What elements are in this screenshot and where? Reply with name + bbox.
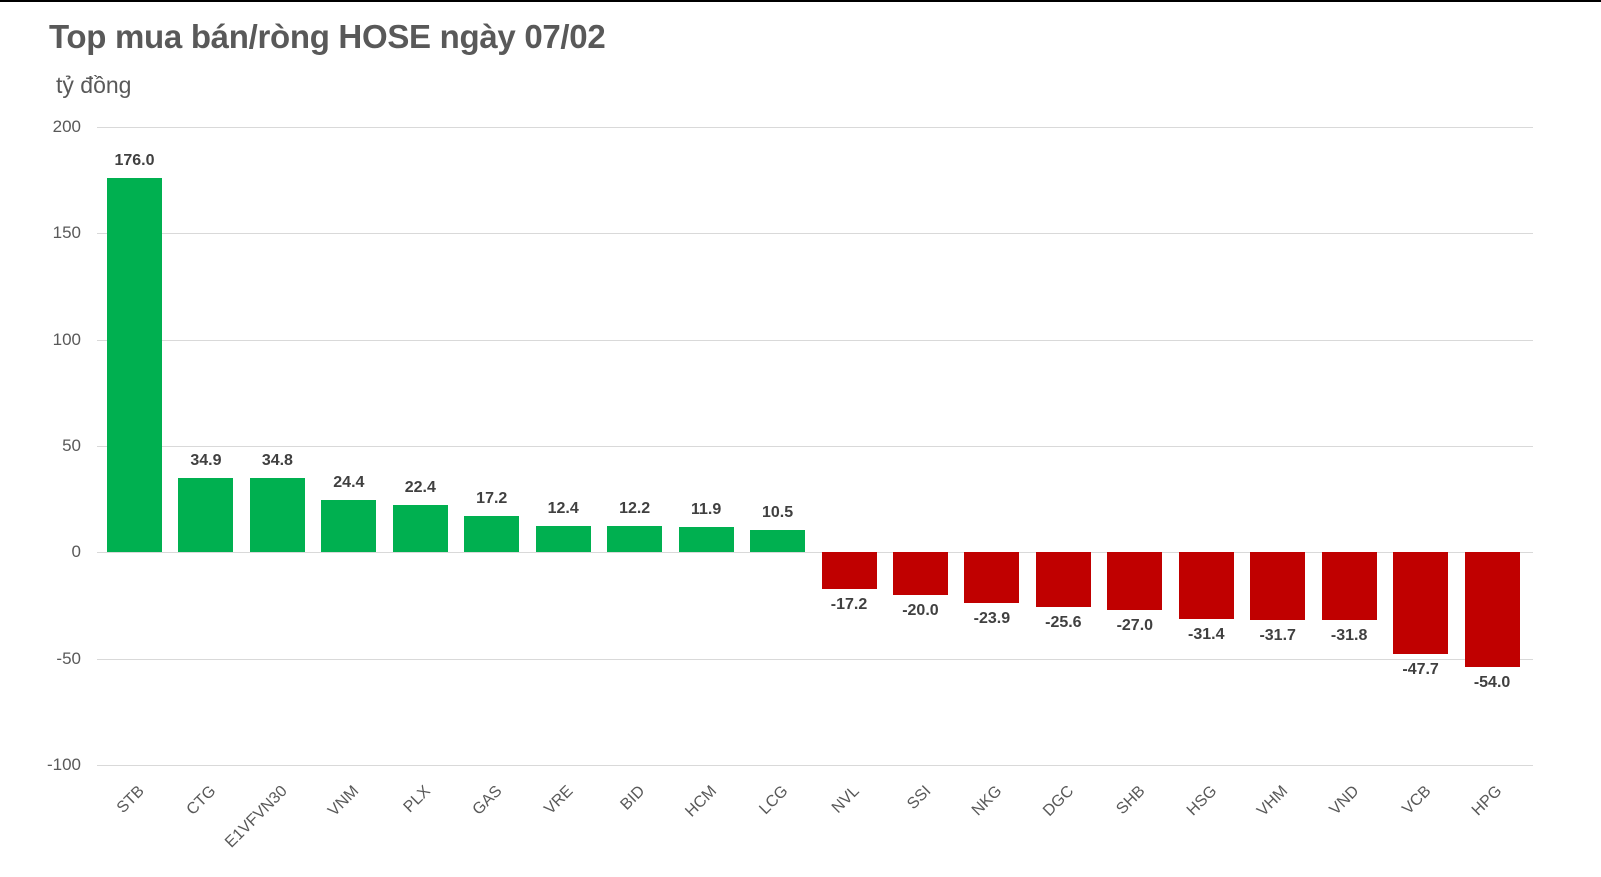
- bar-hpg: [1464, 552, 1520, 668]
- data-label: 34.9: [190, 452, 222, 470]
- x-tick-label: HCM: [681, 782, 720, 821]
- bar-hcm: [678, 527, 734, 553]
- data-label: 12.4: [547, 499, 579, 517]
- bar-shb: [1107, 552, 1163, 610]
- data-label: 22.4: [404, 478, 436, 496]
- top-border: [0, 0, 1601, 2]
- bar-plx: [392, 504, 448, 553]
- data-label: -31.8: [1330, 626, 1368, 644]
- data-label: 176.0: [114, 152, 155, 170]
- bar-nvl: [821, 552, 877, 589]
- data-label: -54.0: [1473, 674, 1511, 692]
- data-label: 10.5: [761, 504, 794, 521]
- bar-nkg: [964, 552, 1020, 604]
- data-label: -31.7: [1259, 626, 1296, 644]
- gridline: [97, 659, 1533, 660]
- gridline: [97, 446, 1533, 447]
- bar-vre: [535, 525, 591, 553]
- x-tick-label: SHB: [1113, 782, 1149, 818]
- data-label: 17.2: [476, 489, 508, 507]
- x-tick-label: GAS: [469, 782, 506, 819]
- bar-stb: [107, 178, 162, 553]
- x-tick-label: BID: [617, 782, 649, 814]
- bar-ctg: [178, 478, 234, 553]
- x-tick-label: VND: [1326, 782, 1363, 819]
- bar-ssi: [892, 552, 948, 595]
- y-tick-label: -100: [46, 755, 81, 774]
- x-tick-label: VRE: [541, 782, 577, 818]
- bar-vcb: [1393, 552, 1449, 654]
- y-tick-label: -50: [56, 649, 81, 668]
- x-tick-label: CTG: [183, 782, 220, 819]
- data-label: -47.7: [1402, 660, 1439, 678]
- x-tick-label: STB: [114, 782, 149, 817]
- y-axis-unit-label: tỷ đồng: [56, 72, 132, 98]
- bar-bid: [607, 526, 663, 553]
- x-tick-label: NKG: [969, 782, 1006, 820]
- bar-dgc: [1035, 552, 1091, 607]
- bar-vnd: [1321, 552, 1377, 620]
- x-tick-label: E1VFVN30: [222, 782, 292, 852]
- bar-lcg: [750, 530, 806, 553]
- gridline: [97, 340, 1533, 341]
- data-label: -20.0: [902, 601, 939, 619]
- x-tick-label: HSG: [1183, 782, 1220, 820]
- bar-gas: [464, 515, 520, 553]
- data-label: -31.4: [1188, 626, 1225, 644]
- x-tick-label: VCB: [1398, 782, 1435, 818]
- gridline: [97, 765, 1533, 766]
- y-tick-label: 200: [52, 117, 81, 136]
- data-label: 12.2: [619, 500, 651, 518]
- data-label: 11.9: [690, 501, 722, 519]
- y-tick-label: 150: [52, 223, 81, 242]
- gridline: [97, 127, 1533, 128]
- bar-vnm: [321, 500, 377, 553]
- gridline: [97, 552, 1533, 553]
- y-tick-label: 50: [62, 436, 81, 455]
- x-tick-label: VHM: [1254, 782, 1292, 820]
- bar-vhm: [1250, 552, 1306, 620]
- data-label: 24.4: [333, 474, 365, 492]
- bar-e1vfvn30: [249, 478, 305, 553]
- chart-title: Top mua bán/ròng HOSE ngày 07/02: [49, 18, 606, 55]
- x-tick-label: DGC: [1039, 782, 1078, 820]
- x-tick-label: NVL: [828, 782, 863, 817]
- x-tick-label: VNM: [325, 782, 363, 820]
- data-label: -17.2: [830, 595, 868, 613]
- x-tick-label: HPG: [1469, 782, 1506, 820]
- bar-hsg: [1178, 552, 1234, 620]
- x-tick-label: SSI: [903, 782, 935, 813]
- x-tick-label: PLX: [400, 782, 434, 817]
- data-label: -25.6: [1045, 613, 1082, 631]
- gridline: [97, 233, 1533, 234]
- x-tick-label: LCG: [755, 782, 792, 818]
- data-label: 34.8: [261, 452, 293, 470]
- data-label: -27.0: [1116, 616, 1154, 634]
- y-tick-label: 0: [71, 542, 81, 561]
- y-tick-label: 100: [52, 330, 81, 349]
- data-label: -23.9: [973, 610, 1011, 628]
